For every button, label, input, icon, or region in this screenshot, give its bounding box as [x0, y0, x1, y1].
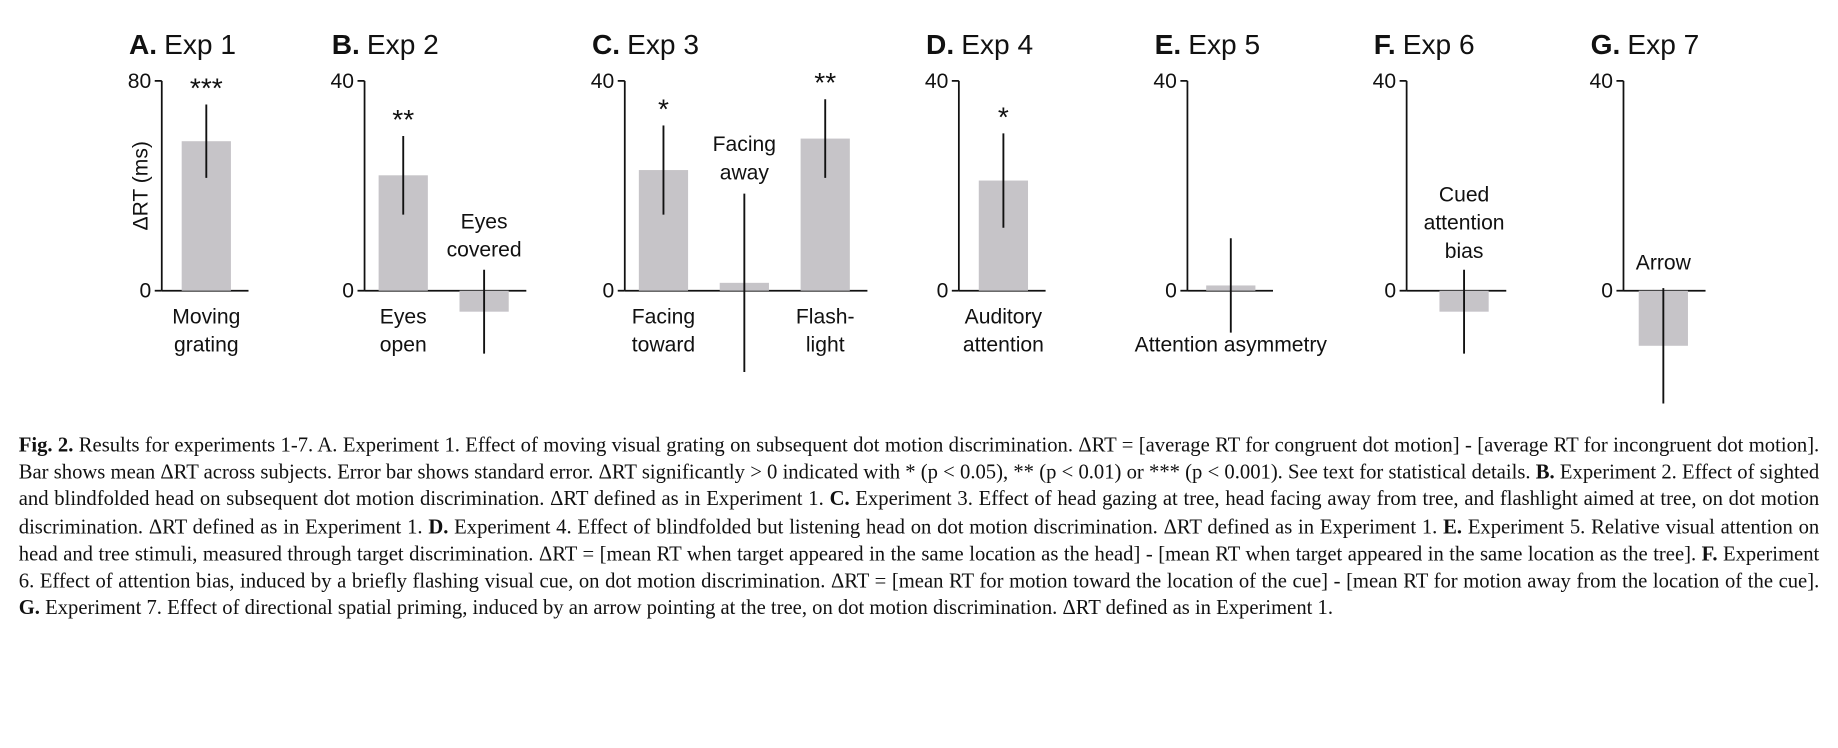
y-tick-label: 40	[1153, 70, 1176, 93]
y-tick-label: 80	[128, 70, 151, 93]
panel-name: Exp 2	[367, 29, 439, 60]
panel-letter: G.	[1591, 29, 1621, 60]
caption-text: Experiment 2. Effect of sighted and blin…	[18, 459, 1820, 511]
panel-name: Exp 4	[961, 29, 1033, 60]
y-tick-label: 40	[1373, 70, 1396, 93]
panel-name: Exp 7	[1627, 29, 1699, 60]
significance-label: *	[998, 101, 1009, 132]
y-tick-label: 40	[1589, 70, 1612, 93]
panel-name: Exp 3	[627, 29, 699, 60]
caption-text: Experiment 7. Effect of directional spat…	[39, 595, 1333, 620]
caption-text: Results for experiments 1-7. A. Experime…	[18, 432, 1820, 484]
category-label: Flash- light	[795, 304, 855, 357]
caption-label: D.	[428, 514, 449, 538]
panel-title: B. Exp 2	[332, 29, 439, 60]
panel-letter: E.	[1155, 29, 1182, 60]
category-label: Arrow	[1635, 250, 1691, 275]
caption-label: E.	[1443, 514, 1463, 538]
caption-label: Fig. 2.	[18, 432, 74, 456]
significance-label: ***	[190, 72, 223, 103]
y-tick-label: 40	[925, 70, 948, 93]
category-label: Cued attention bias	[1423, 182, 1505, 263]
panel-title: G. Exp 7	[1591, 29, 1700, 60]
category-label: Eyes open	[379, 304, 427, 357]
panel-letter: F.	[1374, 29, 1396, 60]
y-tick-label: 0	[139, 280, 151, 303]
panel-letter: A.	[129, 29, 157, 60]
panel-name: Exp 5	[1188, 29, 1260, 60]
category-label: Facing away	[712, 132, 777, 185]
y-tick-label: 40	[591, 70, 614, 93]
y-tick-label: 0	[1165, 280, 1177, 303]
panel-letter: D.	[926, 29, 954, 60]
y-tick-label: 40	[331, 70, 354, 93]
caption-label: C.	[829, 486, 850, 511]
caption-text: Experiment 4. Effect of blindfolded but …	[448, 514, 1444, 538]
y-axis-label: ΔRT (ms)	[130, 141, 153, 230]
caption-label: B.	[1535, 459, 1555, 484]
category-label: Attention asymmetry	[1134, 332, 1327, 357]
category-label: Facing toward	[631, 304, 696, 357]
significance-label: **	[814, 67, 836, 98]
caption-text: Experiment 5. Relative visual attention …	[18, 514, 1820, 565]
y-tick-label: 0	[1601, 280, 1613, 303]
significance-label: *	[658, 93, 669, 124]
category-label: Auditory attention	[962, 304, 1044, 357]
caption: Fig. 2. Results for experiments 1-7. A. …	[19, 431, 1819, 621]
caption-text: Experiment 6. Effect of attention bias, …	[18, 541, 1820, 592]
category-label: Eyes covered	[446, 209, 522, 262]
y-tick-label: 0	[937, 280, 949, 303]
caption-text: Experiment 3. Effect of head gazing at t…	[18, 486, 1820, 538]
panel-title: A. Exp 1	[129, 29, 236, 60]
category-label: Moving grating	[172, 304, 241, 357]
y-tick-label: 0	[602, 280, 614, 303]
significance-label: **	[392, 104, 414, 135]
caption-label: G.	[18, 595, 40, 620]
panel-title: F. Exp 6	[1374, 29, 1475, 60]
y-tick-label: 0	[342, 280, 354, 303]
panel-letter: B.	[332, 29, 360, 60]
y-tick-label: 0	[1384, 280, 1396, 303]
panel-letter: C.	[592, 29, 620, 60]
panel-title: E. Exp 5	[1155, 29, 1261, 60]
panel-name: Exp 1	[164, 29, 236, 60]
panel-title: D. Exp 4	[926, 29, 1033, 60]
panel-title: C. Exp 3	[592, 29, 699, 60]
caption-label: F.	[1701, 541, 1718, 565]
panel-name: Exp 6	[1403, 29, 1475, 60]
